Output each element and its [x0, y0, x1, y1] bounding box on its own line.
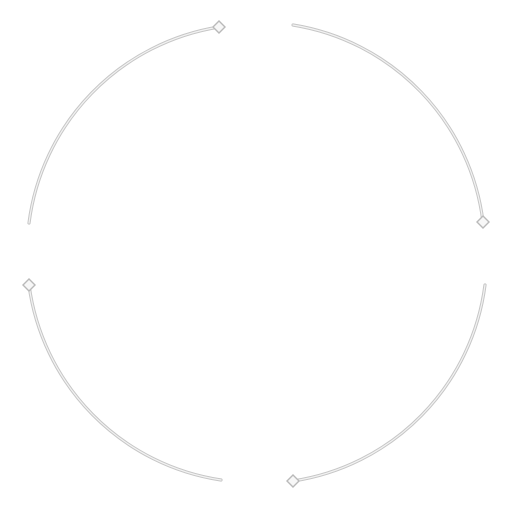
arc-end-diamond-icon [476, 215, 490, 229]
arc-segment-top-right [291, 23, 490, 229]
arc-segment-bottom-left [22, 278, 223, 482]
arc-end-diamond-icon [22, 278, 36, 292]
arc-end-diamond-icon [212, 20, 226, 34]
arc-segment-bottom-right [286, 283, 487, 488]
arc-segment-top-left [27, 20, 226, 225]
arc-end-diamond-icon [286, 474, 300, 488]
